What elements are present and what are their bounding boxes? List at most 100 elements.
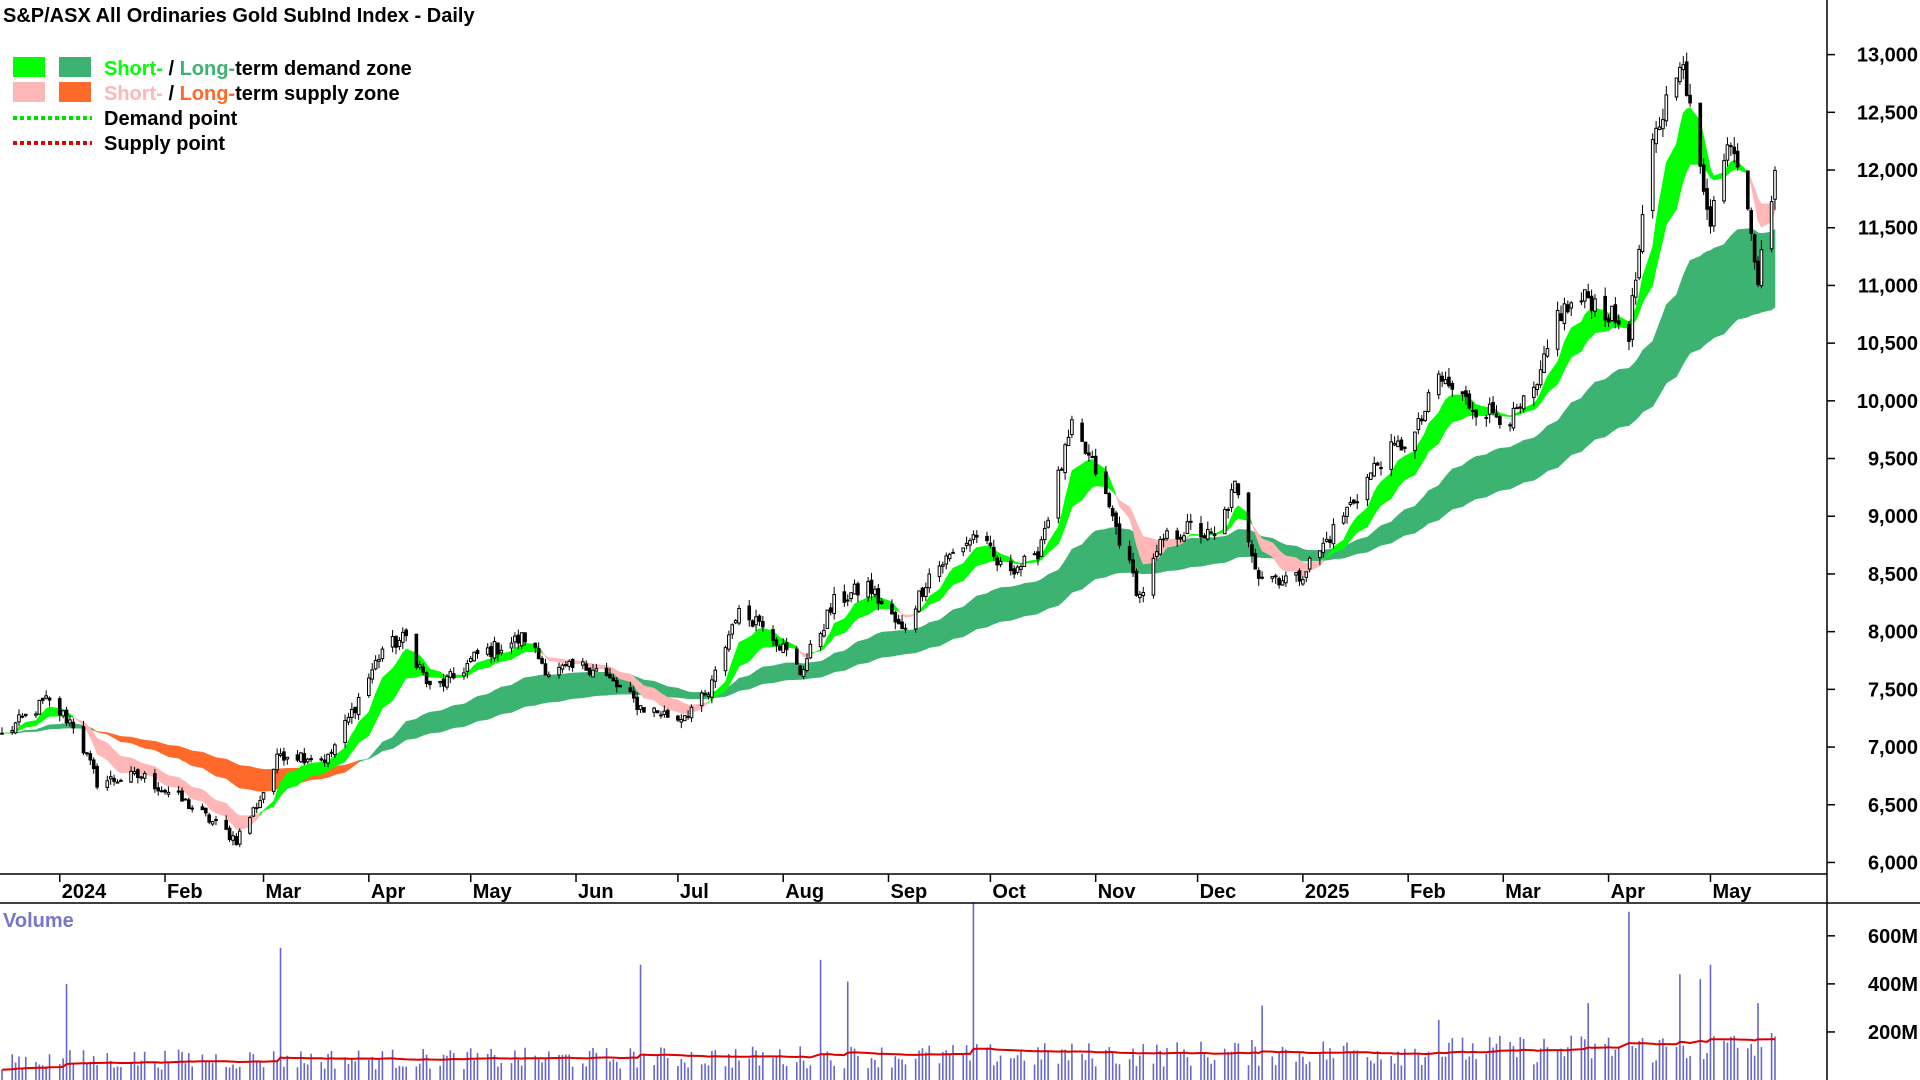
short-term-demand-zone-segment <box>1462 394 1467 420</box>
long-term-supply-zone-segment <box>205 753 210 773</box>
short-term-demand-zone-segment <box>1730 159 1735 172</box>
candle-body <box>356 696 361 716</box>
candle-body <box>1450 383 1455 390</box>
short-term-demand-zone-segment <box>850 603 855 627</box>
short-term-supply-zone-segment <box>1757 197 1762 228</box>
short-term-demand-zone-segment <box>1390 466 1395 500</box>
short-term-demand-zone-segment <box>1587 310 1592 341</box>
long-term-demand-zone-segment <box>782 662 787 681</box>
candle-body <box>353 706 358 714</box>
long-term-demand-zone-segment <box>1448 468 1453 513</box>
long-term-demand-zone-segment <box>1543 425 1548 475</box>
candle-body <box>822 629 826 637</box>
candle-body <box>305 758 310 763</box>
short-term-demand-zone-segment <box>395 657 400 697</box>
short-term-demand-zone-segment <box>945 571 950 594</box>
candle-body <box>628 687 633 693</box>
price-tick-label: 13,000 <box>1857 45 1918 67</box>
long-term-demand-zone-segment <box>1112 527 1117 575</box>
candle-body <box>88 753 93 761</box>
short-term-demand-zone-segment <box>511 647 516 661</box>
short-term-demand-zone-segment <box>847 608 852 631</box>
candle-body <box>1199 523 1203 538</box>
short-term-supply-zone-segment <box>1754 188 1759 221</box>
long-term-demand-zone-segment <box>1632 360 1637 424</box>
short-term-supply-zone-segment <box>106 742 111 765</box>
price-axis: 13,000 12,500 12,000 11,500 11,000 10,500 10,0… <box>1827 45 1918 874</box>
candle-body <box>1627 323 1631 342</box>
short-term-demand-zone-segment <box>1428 411 1440 452</box>
candle-body <box>142 772 147 779</box>
long-term-demand-zone-segment <box>1666 294 1677 384</box>
long-term-demand-zone-segment <box>1557 415 1562 469</box>
candle-body <box>468 658 473 662</box>
short-term-demand-zone-segment <box>1638 277 1643 313</box>
long-term-demand-zone-segment <box>1024 581 1035 617</box>
long-term-demand-zone-segment <box>375 745 380 756</box>
long-term-supply-zone-segment <box>130 736 135 745</box>
candle-body <box>1256 570 1261 579</box>
candle-body <box>655 710 660 714</box>
long-term-demand-zone-segment <box>844 648 849 671</box>
long-term-demand-zone-segment <box>894 630 899 656</box>
short-term-demand-zone-segment <box>1533 398 1538 411</box>
long-term-demand-zone-segment <box>1771 228 1776 311</box>
long-term-demand-zone-segment <box>833 650 845 673</box>
candle-body <box>47 697 52 701</box>
long-term-demand-zone-segment <box>59 723 64 729</box>
long-term-demand-zone-segment <box>901 630 906 655</box>
price-tick-label: 12,500 <box>1857 102 1918 124</box>
long-term-demand-zone-segment <box>830 652 835 674</box>
candle-body <box>1674 77 1679 98</box>
candle-body <box>689 706 694 719</box>
candle-body <box>1419 418 1424 422</box>
short-term-demand-zone-segment <box>375 685 380 722</box>
legend-demand-long-label: Long- <box>180 58 236 80</box>
short-term-demand-zone-segment <box>354 722 359 749</box>
candle-body <box>1036 551 1040 560</box>
short-term-demand-zone-segment <box>259 809 264 817</box>
candle-body <box>778 645 782 651</box>
candle-body <box>424 672 429 685</box>
long-term-demand-zone-segment <box>1017 584 1022 619</box>
price-tick-label: 9,000 <box>1868 506 1918 528</box>
long-term-demand-zone-segment <box>521 677 526 709</box>
short-term-demand-zone-segment <box>18 724 23 731</box>
candle-body <box>1253 553 1258 570</box>
candle-body <box>207 814 211 823</box>
long-term-supply-zone-segment <box>202 751 207 771</box>
long-term-demand-zone-segment <box>545 674 550 704</box>
volume-tick-label: 400M <box>1868 974 1918 996</box>
long-term-demand-zone-segment <box>1397 511 1402 540</box>
candle-body <box>665 709 670 718</box>
candle-body <box>1566 304 1570 313</box>
short-term-zone <box>1 106 1776 831</box>
long-term-demand-zone-segment <box>986 590 991 628</box>
long-term-supply-zone-segment <box>348 762 353 771</box>
short-term-demand-zone-segment <box>1543 376 1548 399</box>
short-term-supply-zone-segment <box>256 812 261 821</box>
short-term-supply-zone-segment <box>1176 538 1181 546</box>
short-term-demand-zone-segment <box>1686 107 1691 172</box>
candle-body <box>176 790 181 793</box>
long-term-demand-zone-segment <box>1204 537 1209 566</box>
short-term-supply-zone-segment <box>1275 545 1280 568</box>
long-term-demand-zone-segment <box>779 663 784 682</box>
candle-body <box>682 715 687 722</box>
short-term-demand-zone-segment <box>382 667 393 709</box>
long-term-demand-zone-segment <box>1088 532 1093 585</box>
candle-body <box>1494 413 1499 418</box>
candle-body <box>1650 139 1655 212</box>
long-term-demand-zone-segment <box>568 672 573 700</box>
candle-body <box>326 753 330 764</box>
candle-body <box>1331 524 1336 545</box>
short-term-demand-zone-segment <box>1047 525 1059 554</box>
candle-body <box>108 776 113 780</box>
long-term-demand-zone-segment <box>966 600 971 636</box>
legend-demand-short-label: Short- <box>104 58 163 80</box>
candle-body <box>1498 416 1502 425</box>
long-term-demand-zone-segment <box>514 680 519 712</box>
candle-body <box>774 639 779 646</box>
short-term-supply-zone-segment <box>110 745 115 769</box>
long-term-demand-zone-segment <box>1227 532 1232 562</box>
